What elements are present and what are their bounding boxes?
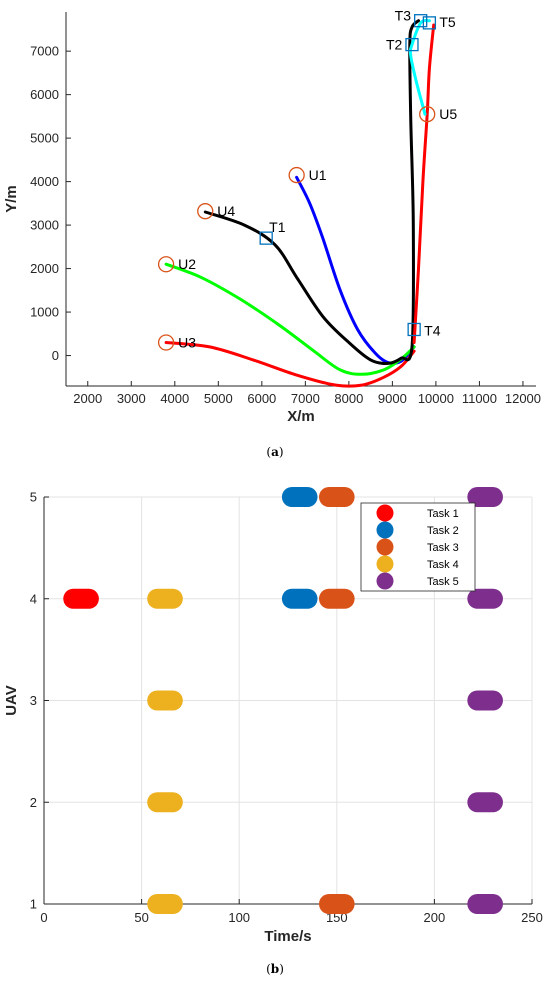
x-tick-label-a: 6000: [247, 391, 276, 406]
y-tick-label-a: 2000: [30, 261, 59, 276]
y-tick-label-b: 5: [30, 490, 37, 505]
uav-marker-u1: [288, 166, 305, 184]
x-tick-label-a: 12000: [505, 391, 541, 406]
task-label-t2: T2: [386, 37, 403, 53]
y-tick-label-b: 3: [30, 693, 37, 708]
task-marker-t2: [405, 37, 419, 52]
task-marker-t3: [414, 14, 428, 28]
y-tick-label-a: 3000: [30, 218, 59, 233]
legend-label-task-3: Task 3: [427, 542, 459, 554]
x-tick-label-b: 200: [424, 910, 446, 925]
x-axis-label-a: X/m: [287, 408, 315, 425]
x-axis-label-b: Time/s: [264, 928, 311, 945]
uav-label-u5: U5: [439, 106, 457, 122]
legend-label-task-2: Task 2: [427, 525, 459, 537]
uav-label-u2: U2: [178, 256, 196, 272]
y-axis-label-b: UAV: [3, 685, 20, 716]
task-label-t4: T4: [424, 322, 441, 338]
task-label-t1: T1: [269, 219, 286, 235]
trajectory-u5: [412, 23, 436, 344]
x-tick-label-a: 8000: [334, 391, 363, 406]
x-tick-label-b: 250: [521, 910, 543, 925]
x-tick-label-a: 3000: [117, 391, 146, 406]
legend-marker-task-5: [376, 572, 394, 590]
y-tick-label-a: 0: [52, 348, 59, 363]
trajectory-u2: [164, 262, 416, 376]
y-tick-label-b: 4: [30, 591, 37, 606]
y-tick-label-b: 2: [30, 795, 37, 810]
x-tick-label-b: 100: [228, 910, 250, 925]
legend-marker-task-1: [376, 504, 394, 522]
trajectory-u4: [203, 19, 420, 365]
y-axis-label-a: Y/m: [3, 185, 20, 213]
caption-a: (a): [266, 445, 283, 459]
legend-marker-task-3: [376, 538, 394, 556]
y-tick-label-b: 1: [30, 897, 37, 912]
y-tick-label-a: 1000: [30, 305, 59, 320]
trajectory-chart: 2000 3000 4000 5000 6000 7000 8000 9000 10000 110…: [3, 8, 541, 425]
uav-marker-u4: [197, 203, 214, 220]
task-label-t5: T5: [439, 14, 456, 30]
uav-label-u1: U1: [309, 167, 327, 183]
trajectory-t2-t5: [408, 18, 431, 116]
x-tick-label-a: 11000: [462, 391, 497, 406]
x-tick-label-b: 50: [134, 910, 148, 925]
uav-marker-u5: [419, 106, 436, 123]
y-tick-label-a: 6000: [30, 87, 59, 102]
legend-marker-task-4: [376, 555, 394, 573]
y-tick-label-a: 7000: [30, 44, 59, 59]
caption-b: (b): [266, 962, 284, 976]
x-tick-label-a: 9000: [378, 391, 407, 406]
legend-label-task-5: Task 5: [427, 576, 459, 588]
uav-label-u4: U4: [217, 203, 235, 219]
legend-label-task-4: Task 4: [427, 559, 459, 571]
uav-marker-u2: [157, 256, 175, 273]
task-marker-t4: [407, 322, 421, 337]
uav-marker-u3: [157, 334, 175, 351]
task-label-t3: T3: [395, 8, 412, 24]
plot-area-a: [66, 12, 536, 386]
task-marker-t5: [422, 16, 437, 30]
task-marker-t1: [259, 231, 273, 245]
x-tick-label-a: 2000: [73, 391, 102, 406]
trajectory-u3: [164, 341, 416, 388]
uav-label-u3: U3: [178, 335, 196, 351]
x-tick-label-a: 5000: [204, 391, 233, 406]
y-tick-label-a: 4000: [30, 174, 59, 189]
x-tick-label-a: 4000: [160, 391, 189, 406]
legend-marker-task-2: [376, 521, 394, 539]
y-tick-label-a: 5000: [30, 131, 59, 146]
x-tick-label-b: 0: [40, 910, 47, 925]
x-tick-label-a: 10000: [418, 391, 454, 406]
legend-label-task-1: Task 1: [427, 508, 459, 520]
x-tick-label-a: 7000: [291, 391, 320, 406]
